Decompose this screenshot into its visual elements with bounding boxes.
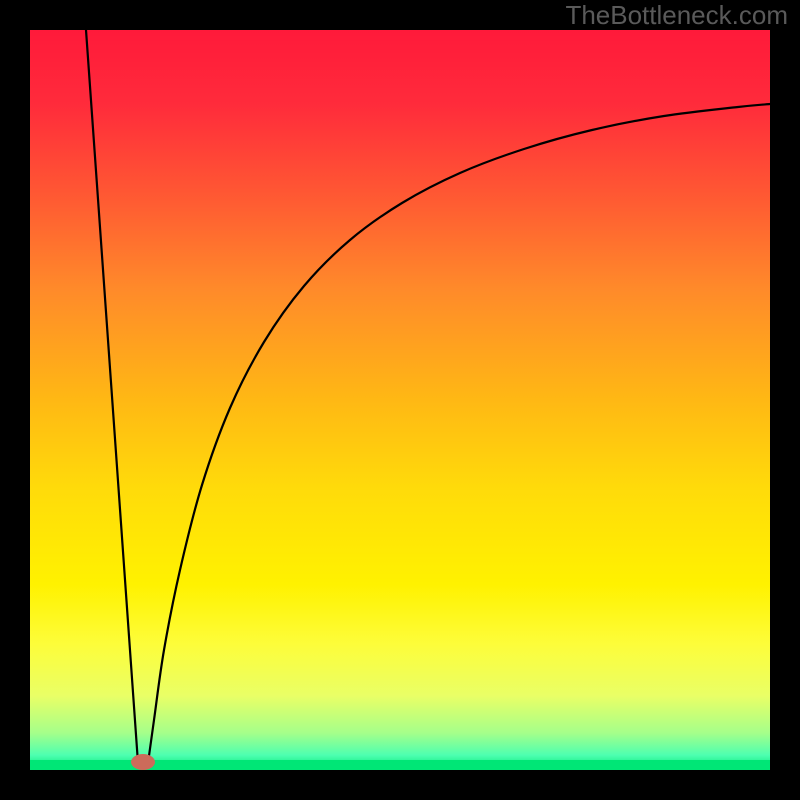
chart-frame: TheBottleneck.com [0, 0, 800, 800]
bottleneck-marker [131, 754, 155, 770]
curve-layer [30, 30, 770, 770]
watermark-text: TheBottleneck.com [565, 0, 788, 31]
plot-area [30, 30, 770, 770]
